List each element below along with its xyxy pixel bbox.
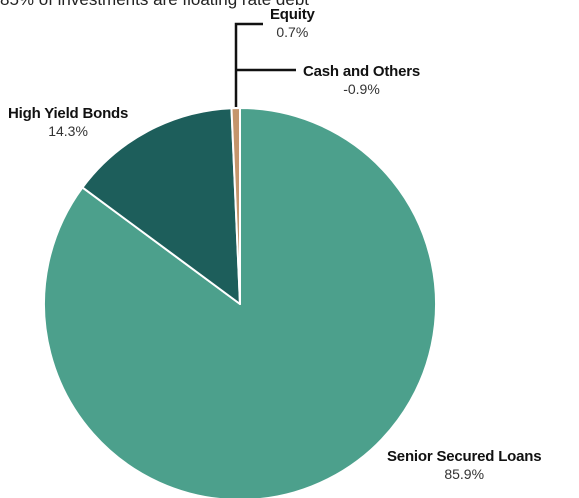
slice-value-equity: 0.7%	[276, 24, 309, 40]
slice-label-cash-and-others: Cash and Others -0.9%	[303, 63, 420, 97]
slice-name-senior-secured-loans: Senior Secured Loans	[387, 448, 542, 465]
slice-value-high-yield-bonds: 14.3%	[48, 123, 88, 139]
slice-name-equity: Equity	[270, 6, 315, 23]
pie-slice-equity	[230, 107, 241, 305]
slice-label-equity: Equity 0.7%	[270, 6, 315, 40]
slice-value-senior-secured-loans: 85.9%	[444, 466, 485, 482]
slice-label-senior-secured-loans: Senior Secured Loans 85.9%	[387, 448, 542, 482]
leader-line-equity	[234, 22, 263, 107]
slice-value-cash-and-others: -0.9%	[343, 81, 380, 97]
slice-label-high-yield-bonds: High Yield Bonds 14.3%	[8, 105, 128, 139]
slice-name-cash-and-others: Cash and Others	[303, 63, 421, 80]
slice-name-high-yield-bonds: High Yield Bonds	[8, 105, 129, 122]
pie-slice-high-yield-bonds	[81, 107, 241, 305]
pie-slice-senior-secured-loans	[43, 107, 437, 498]
chart-title: 85% of investments are floating rate deb…	[0, 0, 309, 10]
